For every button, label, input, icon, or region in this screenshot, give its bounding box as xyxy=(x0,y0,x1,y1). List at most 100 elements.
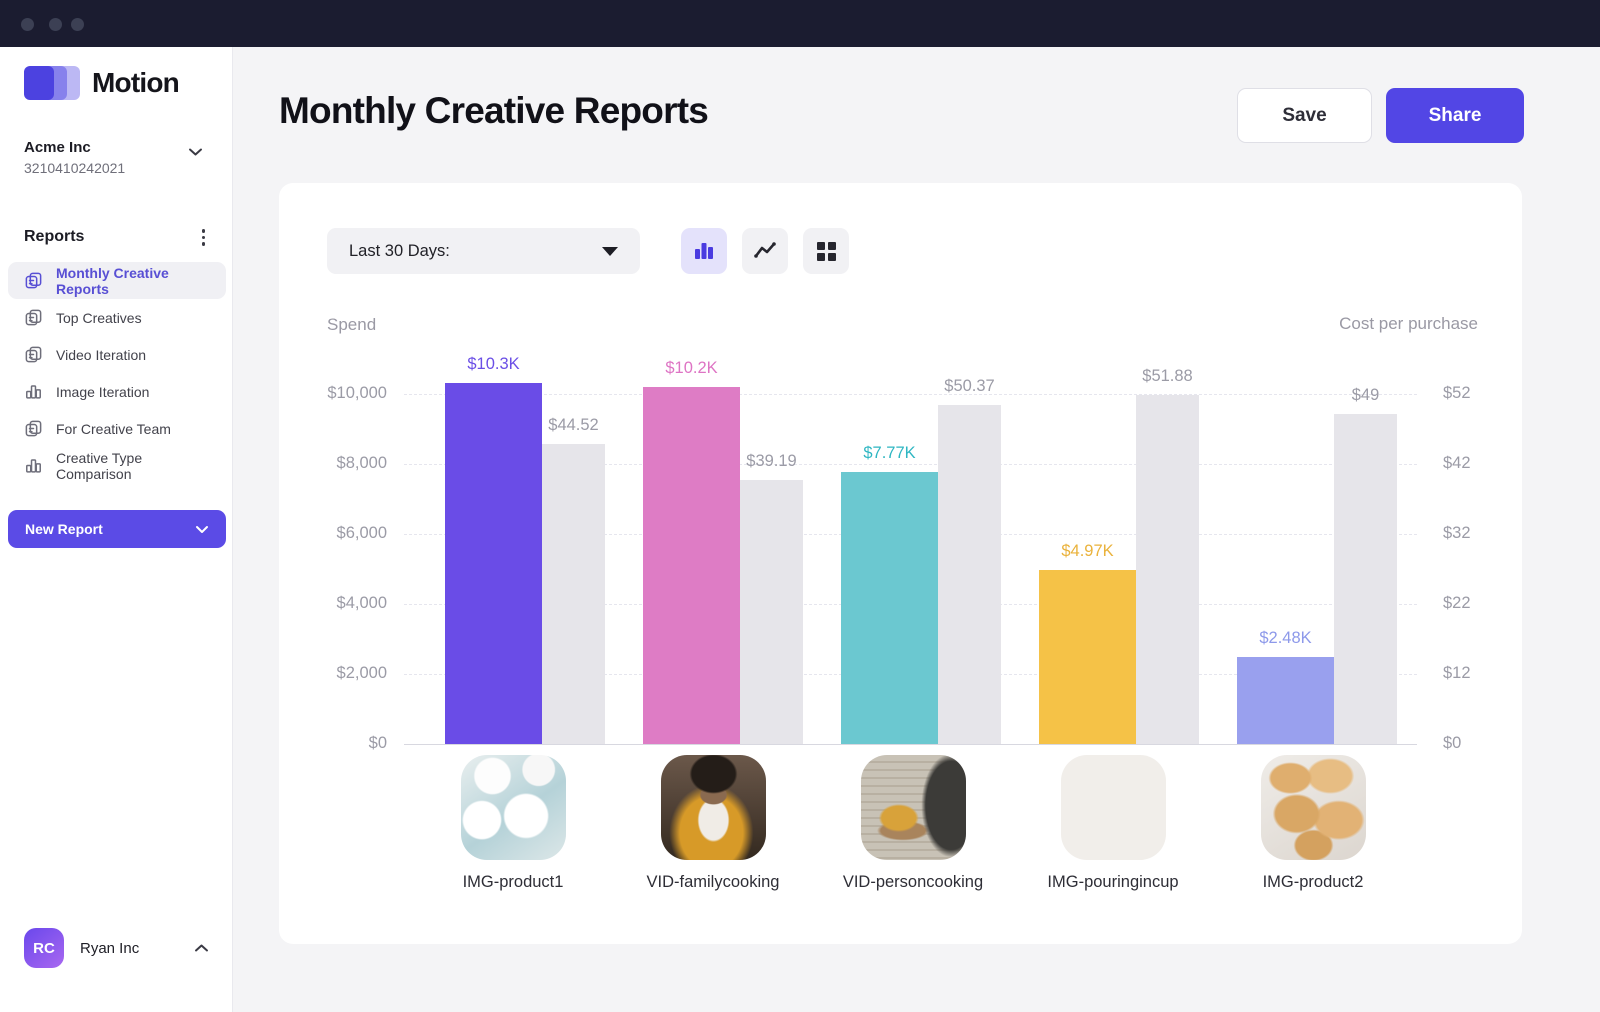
category-label: IMG-product2 xyxy=(1262,873,1364,891)
sidebar-item-video-iteration[interactable]: Video Iteration xyxy=(8,336,226,373)
sidebar-item-creative-type-comparison[interactable]: Creative Type Comparison xyxy=(8,447,226,484)
report-icon xyxy=(24,308,43,327)
category-label: IMG-pouringincup xyxy=(1047,873,1179,891)
report-icon xyxy=(24,271,43,290)
sidebar-item-label: For Creative Team xyxy=(56,420,171,437)
sidebar-item-image-iteration[interactable]: Image Iteration xyxy=(8,373,226,410)
left-axis-tick: $10,000 xyxy=(327,384,387,402)
sidebar-item-label: Image Iteration xyxy=(56,383,150,400)
grid-icon xyxy=(817,242,836,261)
sidebar-item-for-creative-team[interactable]: For Creative Team xyxy=(8,410,226,447)
thumbnail-VID-familycooking[interactable] xyxy=(661,755,766,860)
window-dot-3[interactable] xyxy=(71,18,84,31)
spend-value-label: $2.48K xyxy=(1259,629,1312,647)
cost-value-label: $49 xyxy=(1351,386,1380,404)
cost-value-label: $51.88 xyxy=(1142,367,1193,385)
bar-chart-view-button[interactable] xyxy=(681,228,727,274)
app-logo[interactable]: Motion xyxy=(24,64,180,102)
cost-value-label: $39.19 xyxy=(746,452,797,470)
sidebar-item-label: Monthly Creative Reports xyxy=(56,264,169,297)
new-report-button[interactable]: New Report xyxy=(8,510,226,548)
sidebar: Motion Acme Inc 3210410242021 Reports Mo… xyxy=(0,47,233,1012)
spend-value-label: $7.77K xyxy=(863,444,916,462)
right-axis-tick: $42 xyxy=(1443,454,1471,472)
left-axis-title: Spend xyxy=(327,315,377,334)
category-label: VID-familycooking xyxy=(646,873,780,891)
gridline xyxy=(404,394,1417,395)
thumbnail-IMG-product1[interactable] xyxy=(461,755,566,860)
gridline xyxy=(404,744,1417,745)
left-axis-tick: $8,000 xyxy=(336,454,387,472)
chevron-down-icon xyxy=(189,148,202,156)
thumbnail-IMG-product2[interactable] xyxy=(1261,755,1366,860)
new-report-label: New Report xyxy=(25,521,103,537)
grid-view-button[interactable] xyxy=(803,228,849,274)
sidebar-item-monthly-creative-reports[interactable]: Monthly Creative Reports xyxy=(8,262,226,299)
cost-bar[interactable] xyxy=(740,480,803,744)
chart-icon xyxy=(24,456,43,475)
gridline xyxy=(404,464,1417,465)
sidebar-item-label: Top Creatives xyxy=(56,309,142,326)
cost-bar[interactable] xyxy=(542,444,605,744)
reports-menu-kebab-icon[interactable] xyxy=(198,225,210,250)
cost-value-label: $44.52 xyxy=(548,416,599,434)
motion-logo-icon xyxy=(24,64,82,102)
spend-bar[interactable] xyxy=(841,472,938,744)
sidebar-item-top-creatives[interactable]: Top Creatives xyxy=(8,299,226,336)
left-axis-tick: $0 xyxy=(368,734,387,752)
chevron-down-icon xyxy=(196,525,208,533)
date-range-value: Last 30 Days: xyxy=(349,241,450,260)
sidebar-nav: Monthly Creative Reports Top Creatives Vid… xyxy=(8,262,226,484)
right-axis-tick: $12 xyxy=(1443,664,1471,682)
report-card: Last 30 Days: Spend Cost per purchase $1… xyxy=(279,183,1522,944)
right-axis-title: Cost per purchase xyxy=(1339,314,1478,333)
spend-value-label: $10.2K xyxy=(665,359,718,377)
avatar: RC xyxy=(24,928,64,968)
spend-bar[interactable] xyxy=(1039,570,1136,744)
cost-value-label: $50.37 xyxy=(944,377,995,395)
spend-value-label: $10.3K xyxy=(467,355,520,373)
report-icon xyxy=(24,345,43,364)
sidebar-item-label: Creative Type Comparison xyxy=(56,449,143,482)
spend-bar[interactable] xyxy=(1237,657,1334,744)
spend-value-label: $4.97K xyxy=(1061,542,1114,560)
left-axis-tick: $2,000 xyxy=(336,664,387,682)
spend-bar[interactable] xyxy=(643,387,740,744)
bar-chart-icon xyxy=(695,243,713,259)
thumbnail-VID-personcooking[interactable] xyxy=(861,755,966,860)
left-axis-tick: $4,000 xyxy=(336,594,387,612)
app-name: Motion xyxy=(92,67,180,98)
window-dot-1[interactable] xyxy=(21,18,34,31)
caret-down-icon xyxy=(602,246,618,256)
right-axis-tick: $52 xyxy=(1443,384,1471,402)
user-name: Ryan Inc xyxy=(80,939,140,957)
reports-section-title: Reports xyxy=(24,228,85,246)
org-id: 3210410242021 xyxy=(24,160,126,176)
org-name: Acme Inc xyxy=(24,139,91,156)
window-titlebar xyxy=(0,0,1600,47)
line-chart-view-button[interactable] xyxy=(742,228,788,274)
cost-bar[interactable] xyxy=(1334,414,1397,744)
save-button[interactable]: Save xyxy=(1237,88,1372,143)
chart-icon xyxy=(24,382,43,401)
date-range-dropdown[interactable]: Last 30 Days: xyxy=(327,228,640,274)
right-axis-tick: $32 xyxy=(1443,524,1471,542)
right-axis-tick: $0 xyxy=(1443,734,1462,752)
user-menu[interactable]: RC Ryan Inc xyxy=(24,928,209,968)
window-dot-2[interactable] xyxy=(49,18,62,31)
chevron-up-icon xyxy=(195,944,208,952)
left-axis-tick: $6,000 xyxy=(336,524,387,542)
line-chart-icon xyxy=(754,242,776,258)
category-label: IMG-product1 xyxy=(462,873,564,891)
thumbnail-IMG-pouringincup[interactable] xyxy=(1061,755,1166,860)
page-title: Monthly Creative Reports xyxy=(279,90,709,131)
spend-bar[interactable] xyxy=(445,383,542,744)
category-label: VID-personcooking xyxy=(842,873,984,891)
sidebar-item-label: Video Iteration xyxy=(56,346,147,363)
org-switcher[interactable]: Acme Inc 3210410242021 xyxy=(24,139,209,176)
report-icon xyxy=(24,419,43,438)
cost-bar[interactable] xyxy=(1136,395,1199,744)
cost-bar[interactable] xyxy=(938,405,1001,744)
right-axis-tick: $22 xyxy=(1443,594,1471,612)
share-button[interactable]: Share xyxy=(1386,88,1524,143)
